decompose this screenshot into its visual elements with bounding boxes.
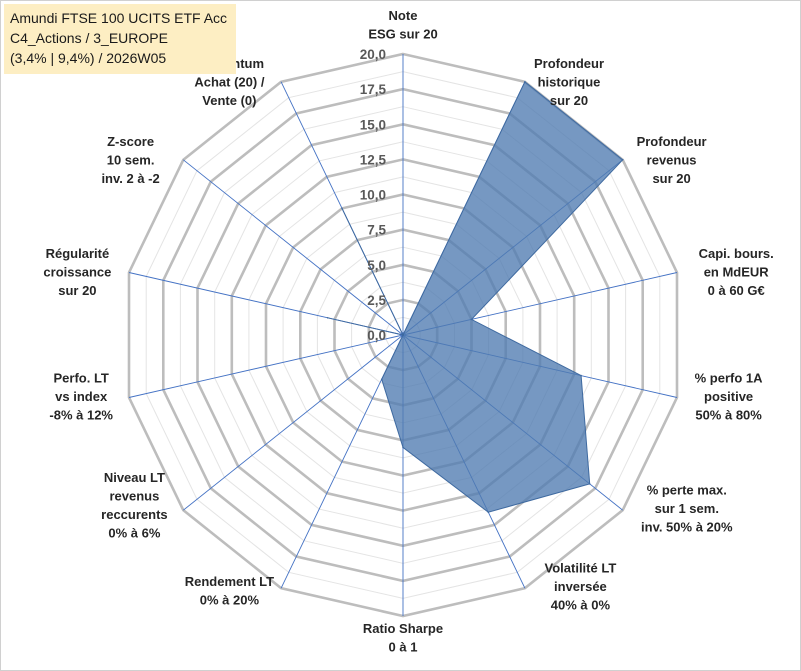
data-point	[588, 483, 591, 485]
axis-label-line: historique	[538, 75, 601, 90]
data-point	[402, 446, 404, 449]
axis-label-line: -8% à 12%	[49, 408, 113, 423]
axis-label-line: sur 20	[550, 93, 588, 108]
axis-label: % perfo 1A positive 50% à 80%	[695, 371, 764, 423]
fund-name: Amundi FTSE 100 UCITS ETF Acc	[10, 10, 228, 26]
axis-label: Profondeur revenus sur 20	[637, 134, 707, 186]
r-tick-label: 10,0	[360, 188, 386, 203]
r-tick-label: 7,5	[367, 223, 386, 238]
axis-label-line: Volatilité LT	[545, 560, 617, 575]
axis-label: MomentumAchat (20) /Vente (0)	[194, 56, 264, 108]
r-tick-label: 15,0	[360, 117, 386, 132]
axis-label-line: en MdEUR	[704, 265, 770, 280]
axis-label-line: 0% à 6%	[108, 526, 160, 541]
axis-label-line: inv. 2 à -2	[101, 171, 159, 186]
axis-label-line: croissance	[43, 265, 111, 280]
axis-label-line: 0 à 60 G€	[708, 283, 765, 298]
data-point	[402, 334, 404, 336]
axis-label-line: ESG sur 20	[368, 27, 437, 42]
radar-axis-labels: Note ESG sur 20 Profondeur historique sur 20…	[43, 8, 773, 655]
axis-label-line: 0% à 20%	[200, 593, 260, 608]
axis-label: Note ESG sur 20	[368, 8, 437, 42]
axis-label-line: vs index	[55, 389, 108, 404]
axis-label-line: Achat (20) /	[194, 75, 264, 90]
axis-label-line: Niveau LT	[104, 470, 165, 485]
axis-label: Profondeur historique sur 20	[534, 56, 604, 108]
axis-label-line: sur 20	[652, 171, 690, 186]
fund-title-box: Amundi FTSE 100 UCITS ETF Acc C4_Actions…	[4, 4, 236, 74]
data-area	[327, 81, 624, 513]
data-point	[326, 317, 329, 319]
axis-label-line: inv. 50% à 20%	[641, 520, 733, 535]
axis-label-line: positive	[704, 389, 753, 404]
axis-label-line: 10 sem.	[107, 152, 155, 167]
axis-label-line: % perte max.	[647, 483, 727, 498]
data-point	[341, 207, 343, 210]
axis-label-line: inversée	[554, 579, 607, 594]
axis-label-line: Profondeur	[534, 56, 604, 71]
axis-label-line: Profondeur	[637, 134, 707, 149]
data-point	[380, 378, 383, 381]
axis-spoke	[128, 334, 404, 398]
r-tick-label: 17,5	[360, 82, 387, 97]
axis-label-line: 40% à 0%	[551, 597, 611, 612]
axis-label: Z-score 10 sem. inv. 2 à -2	[101, 134, 159, 186]
axis-label: Volatilité LT inversée 40% à 0%	[545, 560, 617, 612]
axis-label-line: 50% à 80%	[695, 408, 762, 423]
axis-label-line: % perfo 1A	[695, 371, 764, 386]
axis-label-line: 0 à 1	[389, 640, 418, 655]
axis-spoke	[183, 159, 404, 336]
data-point	[524, 81, 526, 83]
radar-tick-labels: 0,0 2,5 5,0 7,5 10,0 12,5 15,0 17,5 20,0	[360, 47, 387, 343]
r-tick-label: 5,0	[367, 258, 386, 273]
axis-label: Niveau LT revenus reccurents 0% à 6%	[101, 470, 167, 541]
radar-data	[326, 81, 624, 513]
axis-label-line: sur 20	[58, 283, 96, 298]
axis-label: Capi. bours. en MdEUR 0 à 60 G€	[699, 246, 774, 298]
fund-stats: (3,4% | 9,4%) / 2026W05	[10, 50, 167, 66]
axis-label-line: reccurents	[101, 507, 167, 522]
axis-label-line: Ratio Sharpe	[363, 621, 443, 636]
axis-label: Ratio Sharpe 0 à 1	[363, 621, 443, 655]
axis-label-line: Capi. bours.	[699, 246, 774, 261]
axis-label-line: Note	[389, 8, 418, 23]
axis-label-line: revenus	[647, 152, 697, 167]
axis-label: Perfo. LT vs index -8% à 12%	[49, 371, 113, 423]
r-tick-label: 12,5	[360, 152, 387, 167]
fund-category: C4_Actions / 3_EUROPE	[10, 30, 168, 46]
axis-label-line: Z-score	[107, 134, 154, 149]
axis-label-line: Rendement LT	[185, 574, 274, 589]
data-point	[470, 318, 473, 321]
axis-spoke	[183, 334, 404, 511]
axis-label: % perte max. sur 1 sem. inv. 50% à 20%	[641, 483, 733, 535]
axis-label: Régularité croissance sur 20	[43, 246, 111, 298]
axis-label-line: Régularité	[46, 246, 110, 261]
axis-label-line: revenus	[109, 489, 159, 504]
r-tick-label: 20,0	[360, 47, 386, 62]
data-point	[580, 374, 582, 377]
r-tick-label: 0,0	[367, 328, 386, 343]
data-point	[487, 511, 490, 513]
r-tick-label: 2,5	[367, 293, 386, 308]
axis-label: Rendement LT 0% à 20%	[185, 574, 274, 608]
axis-label-line: sur 1 sem.	[655, 501, 719, 516]
data-point	[621, 159, 624, 161]
axis-label-line: Perfo. LT	[54, 371, 109, 386]
axis-label-line: Vente (0)	[202, 93, 256, 108]
